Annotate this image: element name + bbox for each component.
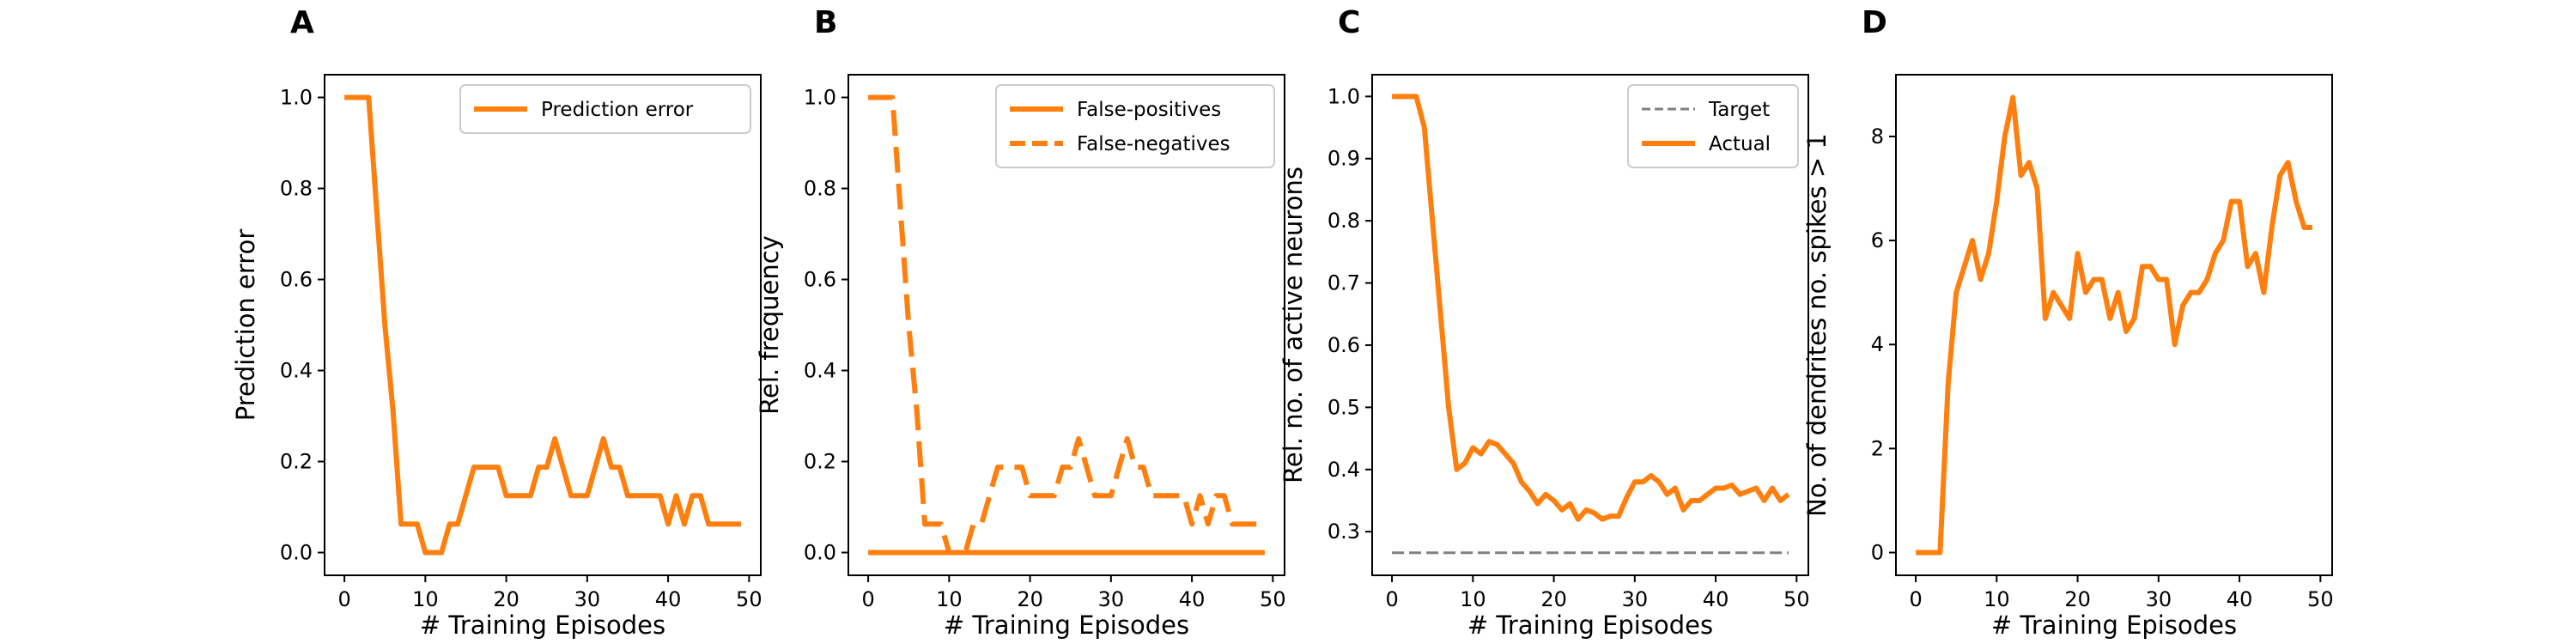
- y-tick-label: 0.7: [1327, 271, 1360, 295]
- y-tick-label: 0.9: [1327, 147, 1360, 171]
- x-tick-label: 20: [1540, 587, 1567, 611]
- panel-label: A: [290, 5, 314, 40]
- panel-b: B 0 10 20 30 40 50 0.0 0.2 0.4 0.6 0.8 1.0 # Training…: [755, 5, 1286, 640]
- x-tick-label: 50: [1260, 587, 1286, 611]
- y-tick-label: 0.8: [280, 177, 313, 201]
- y-tick-label: 0.4: [1327, 458, 1360, 482]
- panel-label: D: [1862, 5, 1887, 40]
- legend-label-2: False-negatives: [1077, 133, 1230, 155]
- y-tick-label: 0.0: [804, 541, 836, 565]
- y-tick-label: 0.3: [1327, 519, 1360, 544]
- y-axis-label: No. of dendrites no. spikes > 1: [1802, 133, 1832, 517]
- y-tick-label: 0.6: [1327, 333, 1360, 357]
- y-tick-label: 6: [1871, 228, 1884, 252]
- x-axis-label: # Training Episodes: [420, 611, 665, 640]
- y-tick-label: 1.0: [1327, 84, 1360, 108]
- legend: Prediction error: [459, 84, 751, 134]
- x-tick-label: 50: [2307, 587, 2334, 611]
- y-tick-label: 0.6: [804, 268, 836, 292]
- x-axis-label: # Training Episodes: [1991, 611, 2237, 640]
- y-tick-label: 0.4: [280, 359, 313, 383]
- x-tick-label: 50: [736, 587, 762, 611]
- y-tick-label: 0.6: [280, 268, 313, 292]
- legend-label-2: Actual: [1709, 133, 1771, 155]
- x-tick-label: 20: [493, 587, 519, 611]
- x-tick-label: 50: [1783, 587, 1810, 611]
- x-tick-label: 30: [1098, 587, 1125, 611]
- x-tick-label: 10: [412, 587, 439, 611]
- x-tick-label: 40: [1703, 587, 1729, 611]
- x-tick-label: 10: [936, 587, 963, 611]
- x-tick-label: 10: [1984, 587, 2010, 611]
- panel-a: A 0 10 20 30 40 50 0.0 0.2 0.4 0.6 0.8 1.0 # Training…: [231, 5, 762, 640]
- x-tick-label: 40: [2227, 587, 2253, 611]
- legend-label-1: Prediction error: [541, 99, 694, 121]
- panel-label: B: [814, 5, 837, 40]
- y-tick-label: 0.2: [280, 450, 313, 474]
- x-tick-label: 40: [1179, 587, 1206, 611]
- series-line-2: [868, 94, 1265, 556]
- x-tick-label: 30: [1622, 587, 1649, 611]
- legend: Target Actual: [1627, 84, 1799, 168]
- y-tick-label: 8: [1871, 125, 1884, 149]
- y-axis-label: Rel. no. of active neurons: [1279, 167, 1308, 483]
- y-tick-label: 2: [1871, 436, 1884, 460]
- series-line-1: [1916, 94, 2312, 556]
- panel-label: C: [1338, 5, 1360, 40]
- plot-frame: [848, 74, 1285, 576]
- series-line-2: [1392, 94, 1790, 522]
- y-tick-label: 0.4: [804, 359, 836, 383]
- y-tick-label: 0.5: [1327, 395, 1360, 419]
- x-tick-label: 0: [1385, 587, 1398, 611]
- x-tick-label: 10: [1460, 587, 1486, 611]
- y-tick-label: 0: [1871, 541, 1884, 565]
- legend-label-1: Target: [1708, 99, 1770, 121]
- series-line-1: [344, 94, 741, 556]
- x-axis-label: # Training Episodes: [1467, 611, 1713, 640]
- y-axis-label: Rel. frequency: [755, 235, 784, 415]
- plot-frame: [1895, 74, 2333, 576]
- legend-label-1: False-positives: [1077, 99, 1221, 121]
- legend-box: [995, 84, 1275, 168]
- x-tick-label: 30: [574, 587, 601, 611]
- y-tick-label: 0.8: [1327, 209, 1360, 233]
- legend-box: [459, 84, 751, 134]
- x-tick-label: 0: [861, 587, 874, 611]
- x-tick-label: 0: [337, 587, 350, 611]
- panel-d: D 0 10 20 30 40 50 0 2 4 6 8 # Training Episodes No. …: [1802, 5, 2334, 640]
- legend-box: [1627, 84, 1799, 168]
- x-tick-label: 30: [2146, 587, 2172, 611]
- y-axis-label: Prediction error: [231, 229, 260, 422]
- plot-frame: [324, 74, 762, 576]
- x-tick-label: 20: [2064, 587, 2091, 611]
- y-tick-label: 0.2: [804, 450, 836, 474]
- y-tick-label: 0.0: [280, 541, 313, 565]
- x-tick-label: 40: [655, 587, 682, 611]
- x-axis-label: # Training Episodes: [944, 611, 1189, 640]
- x-tick-label: 0: [1909, 587, 1922, 611]
- panel-c: C 0 10 20 30 40 50 0.3 0.4 0.5 0.6 0.7 0.8 0.9 1.0 # Tr…: [1279, 5, 1810, 640]
- y-tick-label: 1.0: [804, 86, 836, 110]
- y-tick-label: 4: [1871, 332, 1884, 356]
- legend: False-positives False-negatives: [995, 84, 1275, 168]
- plot-frame: [1371, 74, 1809, 576]
- y-tick-label: 1.0: [280, 86, 313, 110]
- y-tick-label: 0.8: [804, 177, 836, 201]
- x-tick-label: 20: [1017, 587, 1043, 611]
